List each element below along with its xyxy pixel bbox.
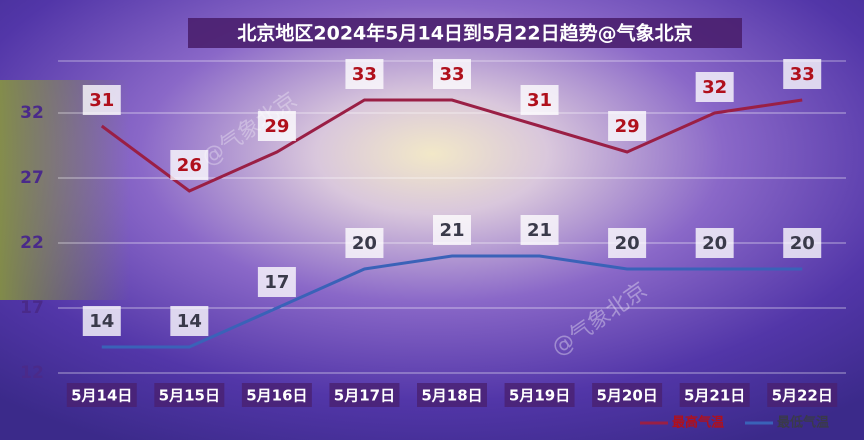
y-tick-label: 12 bbox=[20, 363, 44, 383]
x-tick-label: 5月20日 bbox=[596, 387, 657, 405]
data-label-box bbox=[433, 59, 471, 89]
x-tick-label: 5月14日 bbox=[71, 387, 132, 405]
x-tick-label: 5月17日 bbox=[334, 387, 395, 405]
data-label-box bbox=[433, 215, 471, 245]
chart-title: 北京地区2024年5月14日到5月22日趋势@气象北京 bbox=[237, 22, 692, 45]
x-tick-box bbox=[417, 383, 487, 407]
legend-label: 最低气温 bbox=[777, 415, 829, 431]
x-tick-box bbox=[767, 383, 838, 407]
data-label-box bbox=[783, 59, 822, 89]
legend-label: 最高气温 bbox=[672, 415, 724, 431]
data-label-box bbox=[520, 85, 559, 115]
title-box bbox=[188, 18, 742, 48]
x-tick-box bbox=[679, 383, 750, 407]
x-tick-label: 5月19日 bbox=[509, 387, 570, 405]
x-tick-label: 5月18日 bbox=[421, 387, 482, 405]
y-tick-label: 22 bbox=[20, 233, 44, 253]
data-label: 29 bbox=[264, 116, 289, 137]
data-label: 20 bbox=[790, 233, 815, 254]
x-tick-box bbox=[154, 383, 225, 407]
data-label: 20 bbox=[615, 233, 640, 254]
data-label-box bbox=[82, 85, 121, 115]
data-label-box bbox=[257, 111, 296, 141]
data-label-box bbox=[257, 267, 296, 297]
series-line bbox=[101, 254, 803, 349]
data-label: 21 bbox=[439, 220, 464, 241]
data-label: 32 bbox=[702, 77, 727, 98]
data-label: 31 bbox=[89, 90, 114, 111]
data-label: 14 bbox=[177, 311, 202, 332]
data-label: 20 bbox=[352, 233, 377, 254]
x-tick-label: 5月16日 bbox=[246, 387, 307, 405]
data-label-box bbox=[82, 306, 121, 336]
data-label: 33 bbox=[439, 64, 464, 85]
data-label-box bbox=[170, 306, 209, 336]
data-label: 26 bbox=[177, 155, 202, 176]
x-tick-label: 5月22日 bbox=[772, 387, 833, 405]
data-label: 31 bbox=[527, 90, 552, 111]
x-tick-label: 5月15日 bbox=[159, 387, 220, 405]
data-label: 33 bbox=[352, 64, 377, 85]
data-label: 29 bbox=[615, 116, 640, 137]
x-tick-box bbox=[66, 383, 137, 407]
y-tick-label: 32 bbox=[20, 103, 44, 123]
data-label-box bbox=[345, 59, 384, 89]
x-tick-label: 5月21日 bbox=[684, 387, 745, 405]
data-label-box bbox=[695, 228, 734, 258]
y-tick-label: 17 bbox=[20, 298, 44, 318]
x-tick-box bbox=[504, 383, 575, 407]
data-label: 21 bbox=[527, 220, 552, 241]
data-label: 14 bbox=[89, 311, 114, 332]
data-label-box bbox=[170, 150, 209, 180]
background-leaf bbox=[0, 80, 130, 300]
series-line bbox=[100, 98, 803, 193]
data-label: 17 bbox=[264, 272, 289, 293]
data-label-box bbox=[695, 72, 734, 102]
data-label-box bbox=[608, 228, 647, 258]
data-label-box bbox=[608, 111, 647, 141]
data-label: 20 bbox=[702, 233, 727, 254]
data-label-box bbox=[520, 215, 559, 245]
x-tick-box bbox=[592, 383, 663, 407]
x-tick-box bbox=[329, 383, 400, 407]
y-tick-label: 27 bbox=[20, 168, 44, 188]
data-label-box bbox=[783, 228, 822, 258]
x-tick-box bbox=[241, 383, 312, 407]
data-label: 33 bbox=[790, 64, 815, 85]
data-label-box bbox=[345, 228, 384, 258]
